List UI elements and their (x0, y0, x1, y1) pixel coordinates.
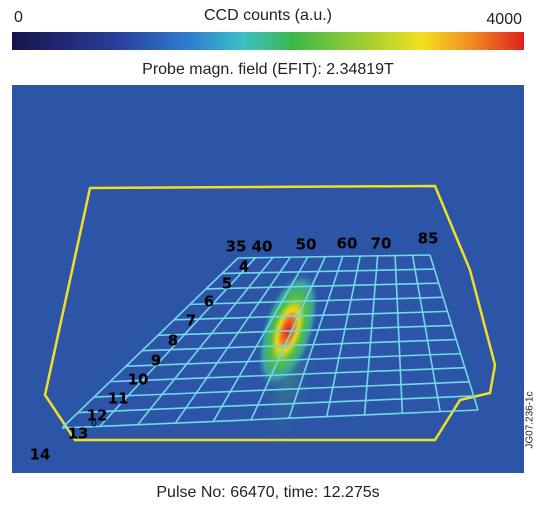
colorbar-title: CCD counts (a.u.) (204, 7, 332, 24)
left-label: 4 (239, 258, 249, 276)
left-label: 12 (87, 407, 108, 425)
top-label: 50 (296, 236, 317, 254)
caption: Pulse No: 66470, time: 12.275s (156, 484, 379, 501)
left-label: 14 (30, 446, 51, 464)
left-label: 6 (204, 293, 214, 311)
subtitle: Probe magn. field (EFIT): 2.34819T (142, 61, 394, 78)
colorbar-min: 0 (14, 9, 23, 26)
left-label: 10 (128, 371, 149, 389)
left-label: 13 (68, 425, 89, 443)
top-label: 40 (252, 238, 273, 256)
colorbar-max: 4000 (486, 11, 522, 28)
colorbar (12, 32, 524, 50)
left-label: 9 (151, 352, 161, 370)
left-label: 8 (168, 332, 178, 350)
left-label: 11 (108, 390, 129, 408)
left-label: 7 (186, 312, 196, 330)
top-label: 70 (371, 235, 392, 253)
top-label: 85 (418, 230, 439, 248)
top-label: 35 (226, 238, 247, 256)
figure-id: JG07.236-1c (525, 391, 536, 448)
top-label: 60 (337, 235, 358, 253)
left-label: 5 (222, 275, 232, 293)
small-label: 0 (91, 419, 97, 430)
figure: 0 CCD counts (a.u.) 4000 Probe magn. fie… (0, 0, 536, 510)
